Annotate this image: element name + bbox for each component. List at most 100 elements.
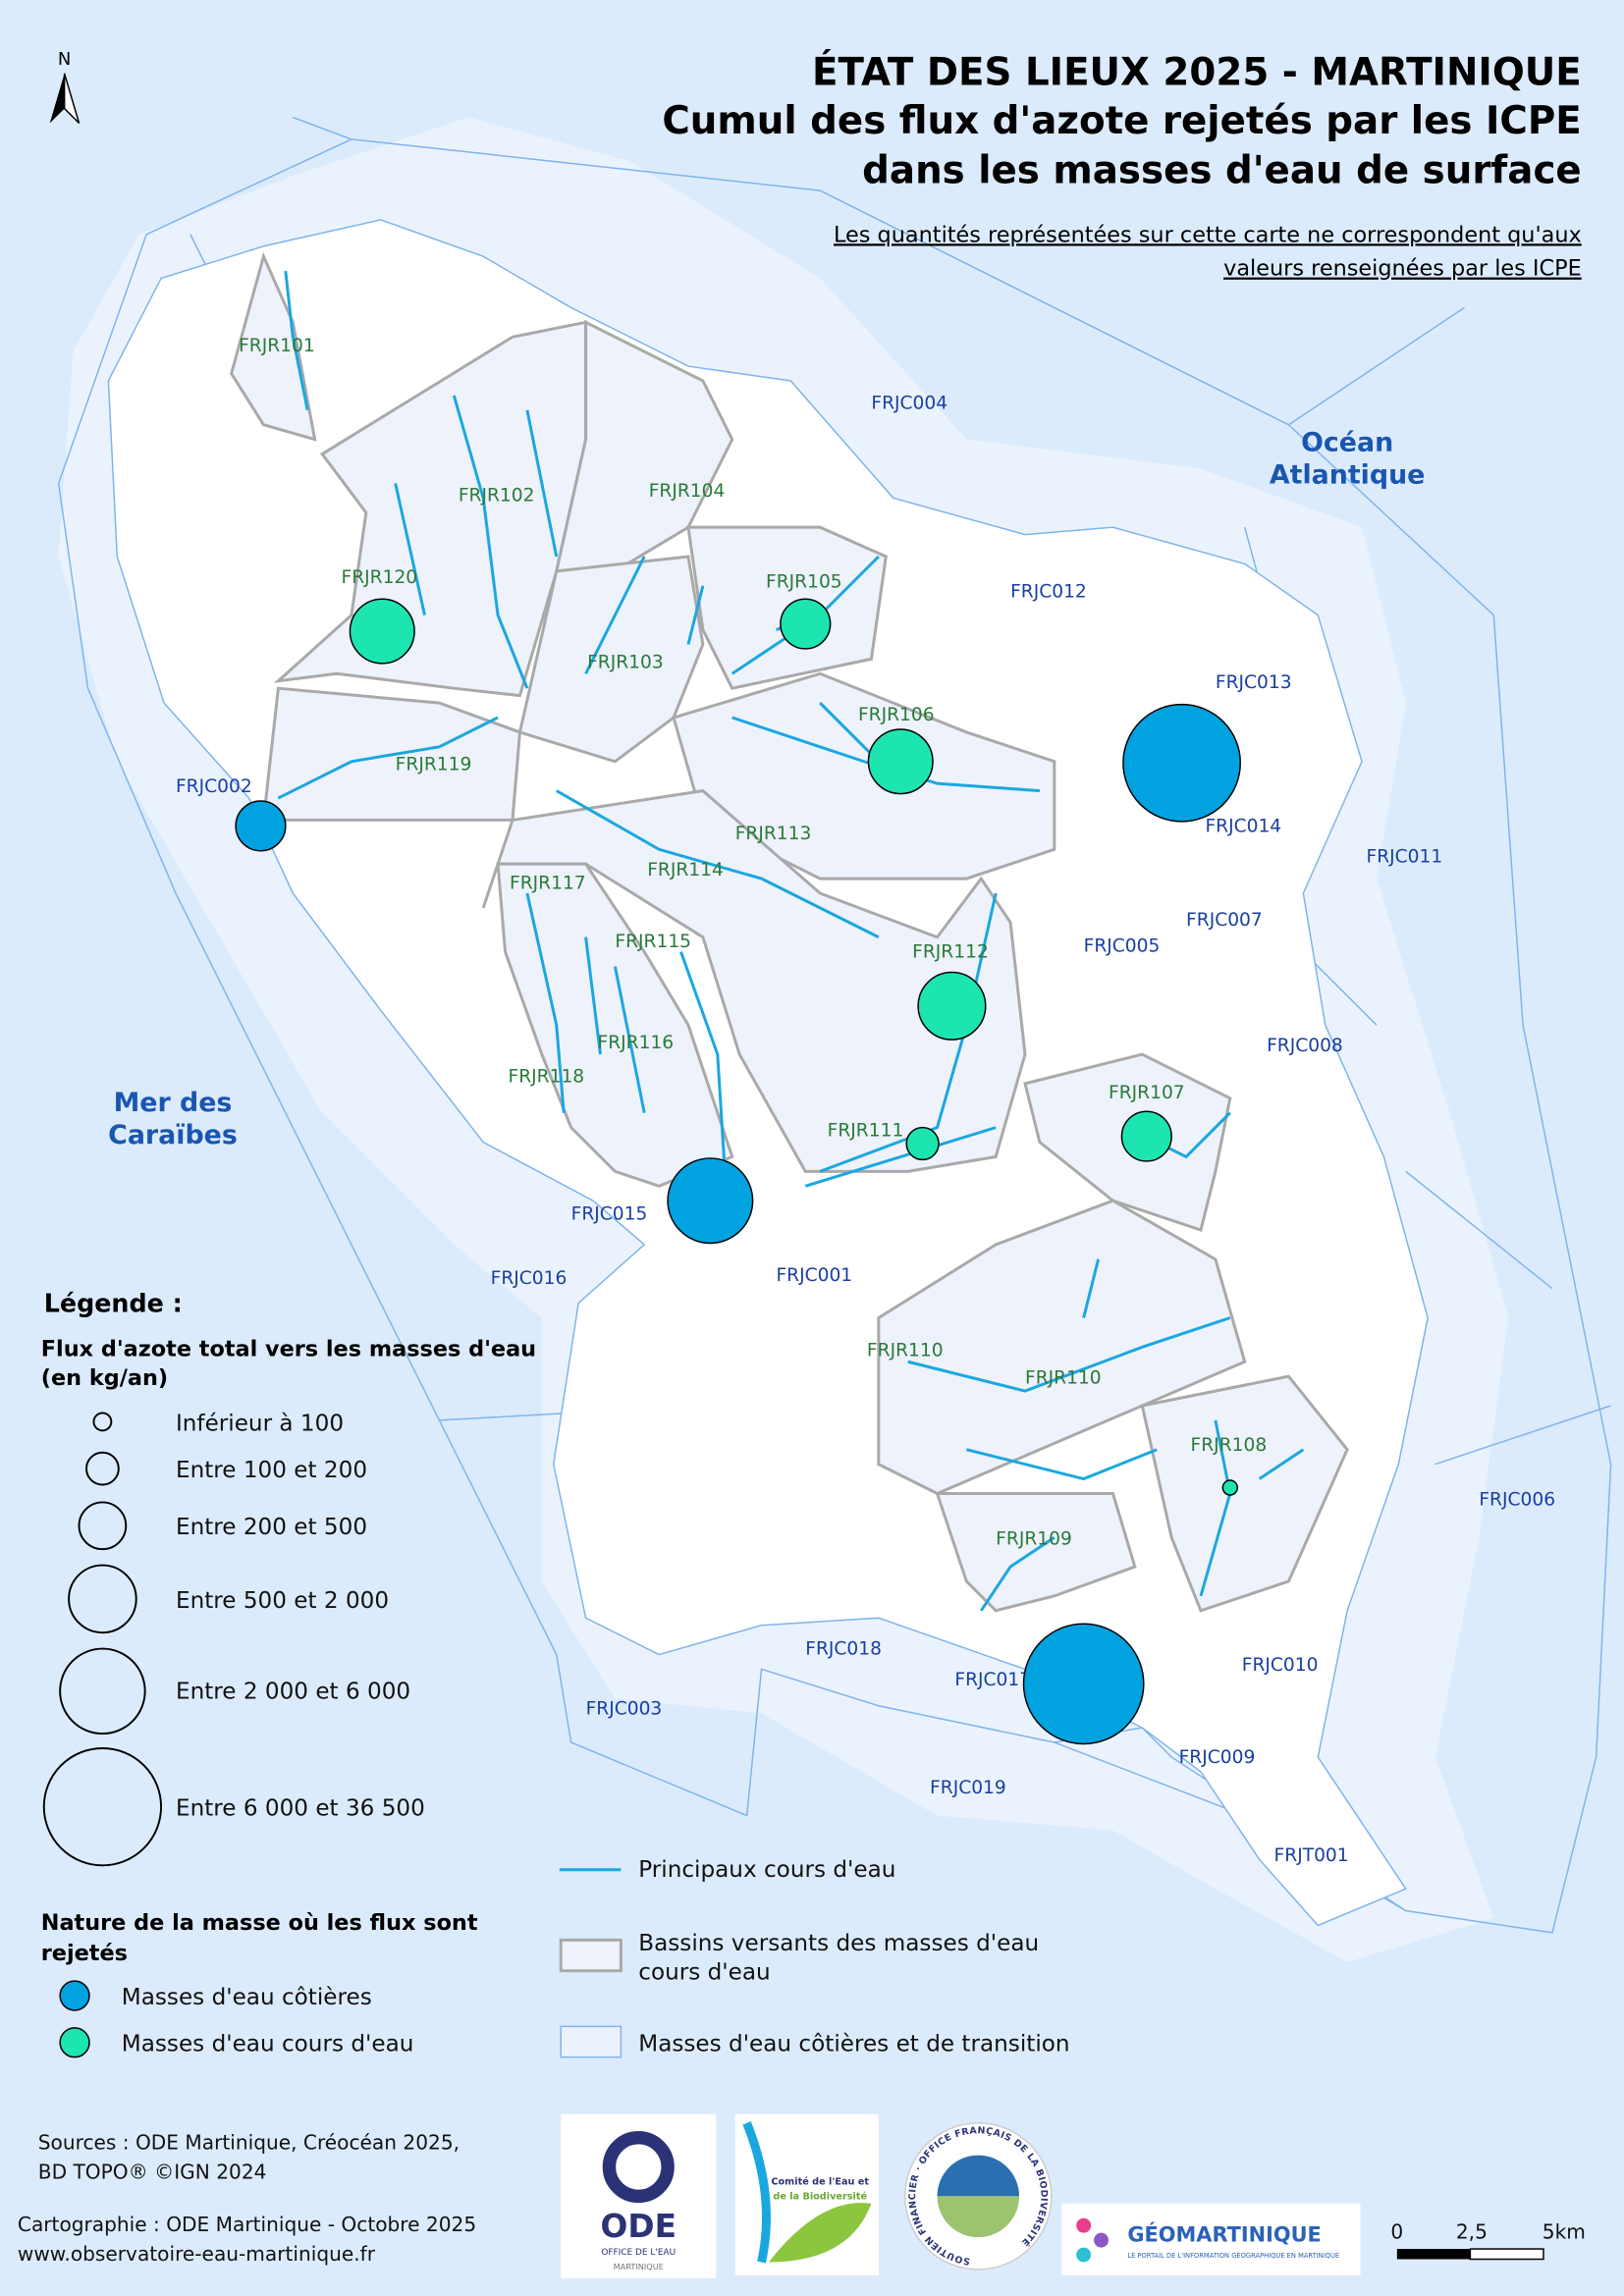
flux-point-frjr105[interactable]: [780, 598, 832, 650]
label-frjc015: FRJC015: [571, 1204, 648, 1225]
scale-bar: 0 2,5 5km: [1390, 2220, 1586, 2261]
legend-coastal-bodies-icon: [560, 2025, 623, 2058]
label-frjr108: FRJR108: [1191, 1435, 1268, 1456]
sources-line-1: Sources : ODE Martinique, Créocéan 2025,: [38, 2131, 460, 2155]
page-subtitle-1: Cumul des flux d'azote rejetés par les I…: [662, 99, 1581, 143]
ceb-logo-text: Comité de l'Eau et: [771, 2175, 869, 2187]
flux-point-frjc015[interactable]: [667, 1157, 754, 1245]
label-frjr104: FRJR104: [649, 481, 726, 502]
legend-size-3: Entre 200 et 500: [176, 1515, 367, 1540]
legend-basins-label: Bassins versants des masses d'eau: [638, 1931, 1039, 1956]
legend-size-4-icon: [68, 1564, 137, 1634]
label-frjr119: FRJR119: [396, 755, 472, 775]
label-frjc011: FRJC011: [1367, 847, 1443, 868]
legend-basins-label-2: cours d'eau: [638, 1960, 770, 1986]
flux-point-frjr107[interactable]: [1120, 1110, 1172, 1162]
legend: Légende : Flux d'azote total vers les ma…: [41, 1289, 1070, 2058]
ode-logo-sub: OFFICE DE L'EAU: [601, 2248, 676, 2258]
legend-size-5-icon: [59, 1647, 146, 1735]
legend-coastal-label: Masses d'eau côtières: [122, 1985, 372, 2010]
flux-point-frjc002[interactable]: [235, 800, 287, 852]
label-frjr114: FRJR114: [647, 860, 724, 881]
flux-point-frjr112[interactable]: [917, 971, 987, 1041]
watershed-basins: [230, 251, 1349, 1613]
legend-river-label: Masses d'eau cours d'eau: [122, 2032, 414, 2057]
legend-size-5: Entre 2 000 et 6 000: [176, 1679, 410, 1704]
legend-size-1: Inférieur à 100: [176, 1411, 344, 1436]
flux-point-frjc017[interactable]: [1022, 1623, 1145, 1745]
label-frjr103: FRJR103: [587, 652, 664, 672]
geomartinique-logo: GÉOMARTINIQUE LE PORTAIL DE L'INFORMATIO…: [1061, 2203, 1361, 2275]
flux-point-frjc014[interactable]: [1122, 703, 1241, 823]
legend-size-1-icon: [92, 1412, 113, 1432]
label-frjc012: FRJC012: [1010, 582, 1087, 603]
flux-point-frjr108[interactable]: [1221, 1479, 1239, 1496]
legend-nature-title: Nature de la masse où les flux sont: [41, 1910, 478, 1936]
ceb-logo-text-2: de la Biodiversité: [773, 2190, 867, 2202]
ode-logo-sub2: MARTINIQUE: [614, 2262, 664, 2271]
label-frjr105: FRJR105: [766, 571, 842, 592]
atlantic-ocean-label: Océan: [1301, 428, 1393, 458]
label-frjr106: FRJR106: [858, 705, 935, 725]
label-frjr111: FRJR111: [828, 1121, 904, 1142]
label-frjc019: FRJC019: [930, 1778, 1006, 1798]
page-subtitle-2: dans les masses d'eau de surface: [862, 149, 1582, 193]
flux-point-frjr120[interactable]: [349, 598, 415, 665]
atlantic-ocean-label-2: Atlantique: [1270, 459, 1426, 490]
label-frjr102: FRJR102: [459, 485, 535, 506]
label-frjc003: FRJC003: [586, 1699, 663, 1720]
legend-size-4: Entre 500 et 2 000: [176, 1588, 389, 1614]
ofb-logo: SOUTIEN FINANCIER · OFFICE FRANÇAIS DE L…: [903, 2122, 1053, 2270]
label-frjt001: FRJT001: [1274, 1845, 1349, 1866]
label-frjr110-b: FRJR110: [1025, 1368, 1102, 1389]
legend-size-6: Entre 6 000 et 36 500: [176, 1796, 425, 1822]
label-frjc001: FRJC001: [776, 1265, 852, 1286]
coastal-water-body-labels: FRJC004 FRJC012 FRJC013 FRJC014 FRJC011 …: [176, 393, 1555, 1866]
website-link[interactable]: www.observatoire-eau-martinique.fr: [18, 2242, 376, 2266]
label-frjr107: FRJR107: [1109, 1083, 1185, 1103]
legend-basins-icon: [559, 1938, 623, 1973]
legend-size-2-icon: [85, 1451, 120, 1486]
label-frjr118: FRJR118: [509, 1066, 585, 1087]
ode-logo: ODE OFFICE DE L'EAU MARTINIQUE: [561, 2113, 717, 2278]
label-frjr110-a: FRJR110: [867, 1340, 944, 1361]
legend-size-3-icon: [78, 1501, 128, 1551]
flux-point-frjr111[interactable]: [905, 1126, 940, 1161]
label-frjr115: FRJR115: [615, 932, 691, 952]
legend-coastal-icon: [59, 1980, 90, 2011]
label-frjr109: FRJR109: [996, 1529, 1072, 1550]
geo-logo-text: GÉOMARTINIQUE: [1127, 2222, 1321, 2247]
legend-nature-title-2: rejetés: [41, 1941, 128, 1966]
cartography-line: Cartographie : ODE Martinique - Octobre …: [18, 2213, 476, 2236]
legend-size-6-icon: [42, 1747, 163, 1867]
title-block: ÉTAT DES LIEUX 2025 - MARTINIQUE Cumul d…: [662, 49, 1581, 282]
label-frjc013: FRJC013: [1216, 672, 1292, 693]
label-frjc008: FRJC008: [1267, 1036, 1343, 1056]
page-title: ÉTAT DES LIEUX 2025 - MARTINIQUE: [812, 49, 1582, 95]
river-water-body-labels: FRJR101 FRJR102 FRJR104 FRJR120 FRJR105 …: [239, 336, 1267, 1550]
label-frjc009: FRJC009: [1179, 1747, 1256, 1768]
label-frjr112: FRJR112: [912, 942, 989, 963]
label-frjc014: FRJC014: [1205, 816, 1281, 836]
legend-flux-title: Flux d'azote total vers les masses d'eau: [41, 1336, 536, 1362]
flux-symbols: [235, 598, 1241, 1745]
geo-logo-sub: LE PORTAIL DE L'INFORMATION GÉOGRAPHIQUE…: [1127, 2251, 1339, 2260]
label-frjr116: FRJR116: [598, 1033, 675, 1053]
legend-coastal-bodies-label: Masses d'eau côtières et de transition: [638, 2032, 1069, 2057]
scale-tick-0: 0: [1390, 2220, 1403, 2244]
legend-rivers-label: Principaux cours d'eau: [638, 1857, 895, 1883]
footer: Sources : ODE Martinique, Créocéan 2025,…: [18, 2113, 1586, 2278]
legend-title: Légende :: [44, 1289, 183, 1318]
flux-point-frjr106[interactable]: [867, 728, 934, 795]
comite-eau-biodiversite-logo: Comité de l'Eau et de la Biodiversité: [734, 2113, 879, 2275]
label-frjr101: FRJR101: [239, 336, 315, 356]
label-frjc002: FRJC002: [176, 776, 252, 797]
label-frjc006: FRJC006: [1479, 1489, 1555, 1510]
label-frjc005: FRJC005: [1084, 936, 1161, 957]
label-frjc004: FRJC004: [871, 393, 947, 413]
label-frjr113: FRJR113: [735, 824, 812, 844]
north-label: N: [58, 49, 71, 70]
label-frjr120: FRJR120: [342, 567, 418, 588]
label-frjr117: FRJR117: [510, 874, 586, 894]
